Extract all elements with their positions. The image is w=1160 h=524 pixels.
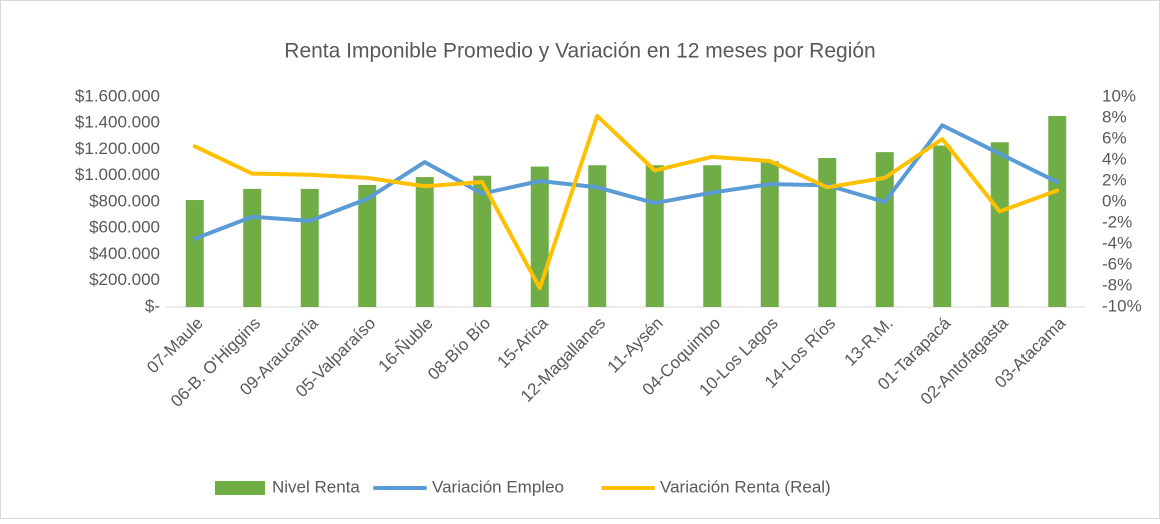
y-tick-label: $1.600.000 [75, 86, 160, 105]
bar [1048, 116, 1067, 307]
y-tick-label: $600.000 [89, 218, 160, 237]
y2-tick-label: -2% [1102, 212, 1132, 231]
bar [473, 175, 492, 307]
bar [300, 188, 319, 307]
legend-label: Variación Empleo [432, 477, 564, 496]
bar [185, 200, 204, 307]
y-tick-label: $1.400.000 [75, 113, 160, 132]
bar [703, 165, 722, 307]
chart-title: Renta Imponible Promedio y Variación en … [284, 40, 875, 63]
y2-tick-label: 2% [1102, 170, 1127, 189]
bar [358, 184, 377, 307]
y2-tick-label: -4% [1102, 233, 1132, 252]
bar [760, 161, 779, 307]
bar [818, 158, 837, 307]
legend-swatch [215, 481, 265, 495]
y-tick-label: $1.200.000 [75, 139, 160, 158]
y2-tick-label: 6% [1102, 128, 1127, 147]
bar [243, 188, 262, 307]
legend-label: Variación Renta (Real) [660, 477, 831, 496]
line [192, 123, 1060, 241]
y2-tick-label: -8% [1102, 275, 1132, 294]
bar [415, 177, 434, 307]
y-tick-label: $800.000 [89, 191, 160, 210]
y2-tick-label: 0% [1102, 191, 1127, 210]
y-tick-label: $- [145, 296, 160, 315]
bar [875, 152, 894, 307]
legend-label: Nivel Renta [272, 477, 360, 496]
y-tick-label: $1.000.000 [75, 165, 160, 184]
y2-tick-label: 4% [1102, 149, 1127, 168]
y2-tick-label: 8% [1102, 107, 1127, 126]
y2-tick-label: -6% [1102, 254, 1132, 273]
bar [933, 145, 952, 307]
line [192, 113, 1060, 291]
bar [645, 165, 664, 307]
bar [990, 142, 1009, 307]
y-tick-label: $200.000 [89, 270, 160, 289]
y2-tick-label: 10% [1102, 86, 1136, 105]
y2-tick-label: -10% [1102, 296, 1142, 315]
y-tick-label: $400.000 [89, 244, 160, 263]
bar [588, 165, 607, 307]
